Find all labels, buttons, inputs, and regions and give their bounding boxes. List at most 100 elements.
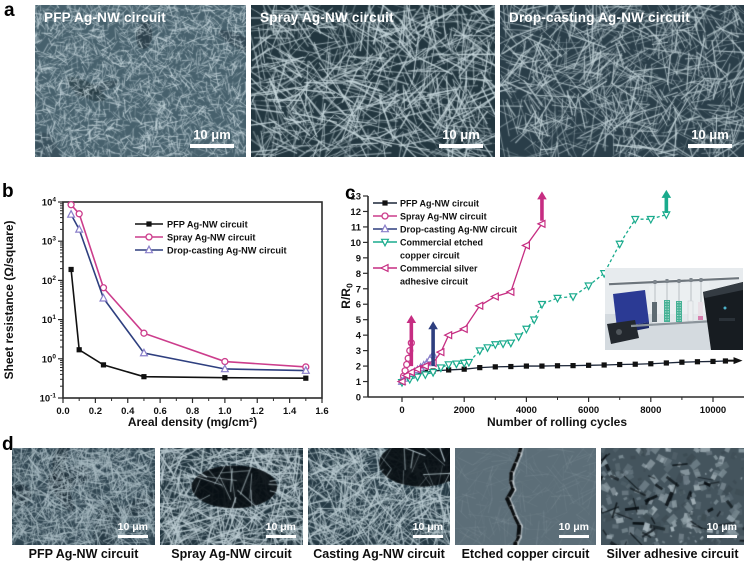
svg-text:Number of rolling cycles: Number of rolling cycles <box>487 415 627 429</box>
scale-bar: 10 μm <box>558 521 589 538</box>
svg-text:PFP Ag-NW circuit: PFP Ag-NW circuit <box>400 199 479 209</box>
svg-text:0.8: 0.8 <box>186 406 199 417</box>
top-rod <box>608 276 740 286</box>
scale-bar-line <box>688 144 732 148</box>
panel-label-a: a <box>4 0 15 21</box>
scale-bar: 10 μm <box>265 520 296 538</box>
sem-texture-canvas <box>251 5 495 157</box>
svg-text:13: 13 <box>350 192 361 203</box>
panel-label-d: d <box>2 434 14 455</box>
sem-texture-canvas <box>601 448 744 545</box>
svg-text:Drop-casting Ag-NW circuit: Drop-casting Ag-NW circuit <box>400 225 517 235</box>
scale-bar-text: 10 μm <box>706 520 737 533</box>
svg-text:7: 7 <box>356 284 361 295</box>
svg-text:2: 2 <box>356 362 361 373</box>
scale-bar-line <box>558 535 589 538</box>
instrument-light <box>723 306 727 310</box>
svg-text:adhesive circuit: adhesive circuit <box>400 277 468 287</box>
svg-text:0.0: 0.0 <box>56 406 69 417</box>
svg-text:Commercial silver: Commercial silver <box>400 264 478 274</box>
sem-texture-canvas <box>500 5 744 157</box>
scale-bar-text: 10 μm <box>691 127 729 143</box>
scale-bar-text: 10 μm <box>117 520 148 533</box>
panel-label-b: b <box>2 181 14 202</box>
sem-label: PFP Ag-NW circuit <box>44 10 166 25</box>
svg-text:1.0: 1.0 <box>218 406 231 417</box>
svg-text:4: 4 <box>356 331 362 342</box>
svg-text:Spray Ag-NW circuit: Spray Ag-NW circuit <box>400 212 487 222</box>
scale-bar: 10 μm <box>706 520 737 538</box>
svg-text:10-1: 10-1 <box>40 393 57 405</box>
svg-text:Areal density (mg/cm²): Areal density (mg/cm²) <box>128 415 257 429</box>
sem-caption: Silver adhesive circuit <box>606 547 739 561</box>
sem-image-dropcasting-agnw: Drop-casting Ag-NW circuit 10 μm <box>500 5 744 157</box>
svg-text:5: 5 <box>356 315 362 326</box>
svg-text:102: 102 <box>42 275 57 287</box>
svg-text:1.2: 1.2 <box>251 406 264 417</box>
instrument-slot <box>719 318 735 321</box>
sem-texture-canvas <box>160 448 303 545</box>
svg-text:11: 11 <box>351 222 362 233</box>
svg-text:1.6: 1.6 <box>315 406 328 417</box>
sem-texture-canvas <box>12 448 155 545</box>
svg-text:Sheet resistance (Ω/square): Sheet resistance (Ω/square) <box>2 220 16 379</box>
sem-image-d-copper: 10 μm <box>455 448 596 545</box>
instrument <box>703 282 743 350</box>
svg-text:1: 1 <box>356 377 362 388</box>
svg-text:101: 101 <box>42 314 57 326</box>
sem-texture-canvas <box>35 5 246 157</box>
svg-text:8000: 8000 <box>640 405 661 416</box>
sheet-resistance-chart: 0.0 0.2 0.4 0.6 0.8 1.0 1.2 1.4 1.6 10-1 100 101 102… <box>2 197 329 430</box>
scale-bar: 10 μm <box>439 128 483 148</box>
sem-texture-canvas <box>455 448 596 545</box>
rod-highlight <box>608 276 740 284</box>
scale-bar-text: 10 μm <box>265 520 296 533</box>
svg-text:Commercial etched: Commercial etched <box>400 238 483 248</box>
svg-text:10: 10 <box>350 238 361 249</box>
sem-caption: Spray Ag-NW circuit <box>171 547 292 561</box>
svg-text:Drop-casting Ag-NW circuit: Drop-casting Ag-NW circuit <box>167 246 287 256</box>
sem-image-d-pfp: 10 μm <box>12 448 155 545</box>
svg-text:3: 3 <box>356 346 361 357</box>
svg-text:104: 104 <box>42 197 57 209</box>
sem-image-pfp-agnw: PFP Ag-NW circuit 10 μm <box>35 5 246 157</box>
svg-text:0.4: 0.4 <box>121 406 135 417</box>
svg-text:0: 0 <box>399 405 404 416</box>
scale-bar-line <box>439 144 483 148</box>
svg-text:R/R0: R/R0 <box>340 283 355 309</box>
scale-bar: 10 μm <box>688 128 732 148</box>
svg-text:copper circuit: copper circuit <box>400 251 460 261</box>
svg-text:103: 103 <box>42 236 57 248</box>
sem-caption: PFP Ag-NW circuit <box>28 547 139 561</box>
sem-label: Drop-casting Ag-NW circuit <box>509 10 690 25</box>
svg-text:0.6: 0.6 <box>154 406 167 417</box>
scale-bar: 10 μm <box>117 520 148 538</box>
scale-bar-line <box>265 535 296 538</box>
svg-text:1.4: 1.4 <box>283 406 297 417</box>
svg-text:10000: 10000 <box>700 405 726 416</box>
rolling-test-photo-inset <box>605 268 743 350</box>
svg-text:6: 6 <box>356 300 361 311</box>
svg-text:6000: 6000 <box>578 405 599 416</box>
svg-text:100: 100 <box>42 353 57 365</box>
svg-text:8: 8 <box>356 269 361 280</box>
sem-caption: Casting Ag-NW circuit <box>313 547 445 561</box>
sem-image-d-adhesive: 10 μm <box>601 448 744 545</box>
sem-image-spray-agnw: Spray Ag-NW circuit 10 μm <box>251 5 495 157</box>
scale-bar-line <box>412 535 443 538</box>
sem-caption: Etched copper circuit <box>461 547 590 561</box>
scale-bar-text: 10 μm <box>412 520 443 533</box>
sem-texture-canvas <box>308 448 450 545</box>
scale-bar: 10 μm <box>190 128 234 148</box>
svg-text:0: 0 <box>356 393 361 404</box>
scale-bar-text: 10 μm <box>442 127 480 143</box>
sem-label: Spray Ag-NW circuit <box>260 10 394 25</box>
scale-bar: 10 μm <box>412 520 443 538</box>
instrument-top <box>703 282 743 298</box>
svg-text:2000: 2000 <box>454 405 475 416</box>
blue-block <box>613 290 649 328</box>
svg-text:9: 9 <box>356 253 361 264</box>
scale-bar-text: 10 μm <box>193 127 231 143</box>
